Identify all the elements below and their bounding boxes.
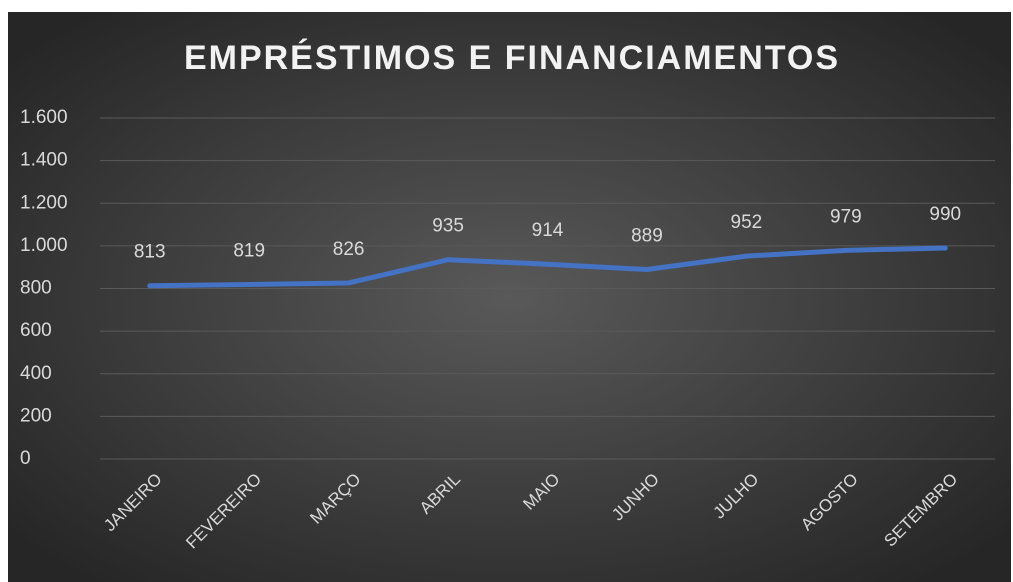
data-label: 826 <box>333 239 365 260</box>
chart-background <box>8 12 1011 582</box>
data-label: 952 <box>731 212 763 233</box>
y-tick-label: 1.600 <box>20 107 68 128</box>
data-label: 979 <box>830 206 862 227</box>
data-label: 813 <box>134 242 166 263</box>
y-tick-label: 0 <box>20 448 31 469</box>
data-label: 889 <box>631 226 663 247</box>
y-tick-label: 1.200 <box>20 192 68 213</box>
y-tick-label: 1.000 <box>20 235 68 256</box>
data-label: 914 <box>532 220 564 241</box>
y-tick-label: 400 <box>20 363 52 384</box>
y-tick-label: 200 <box>20 405 52 426</box>
y-tick-label: 600 <box>20 320 52 341</box>
data-label: 935 <box>432 216 464 237</box>
data-label: 819 <box>233 240 265 261</box>
chart-title: EMPRÉSTIMOS E FINANCIAMENTOS <box>184 39 840 77</box>
line <box>147 245 948 289</box>
y-tick-label: 1.400 <box>20 150 68 171</box>
data-label: 990 <box>929 204 961 225</box>
y-tick-label: 800 <box>20 278 52 299</box>
